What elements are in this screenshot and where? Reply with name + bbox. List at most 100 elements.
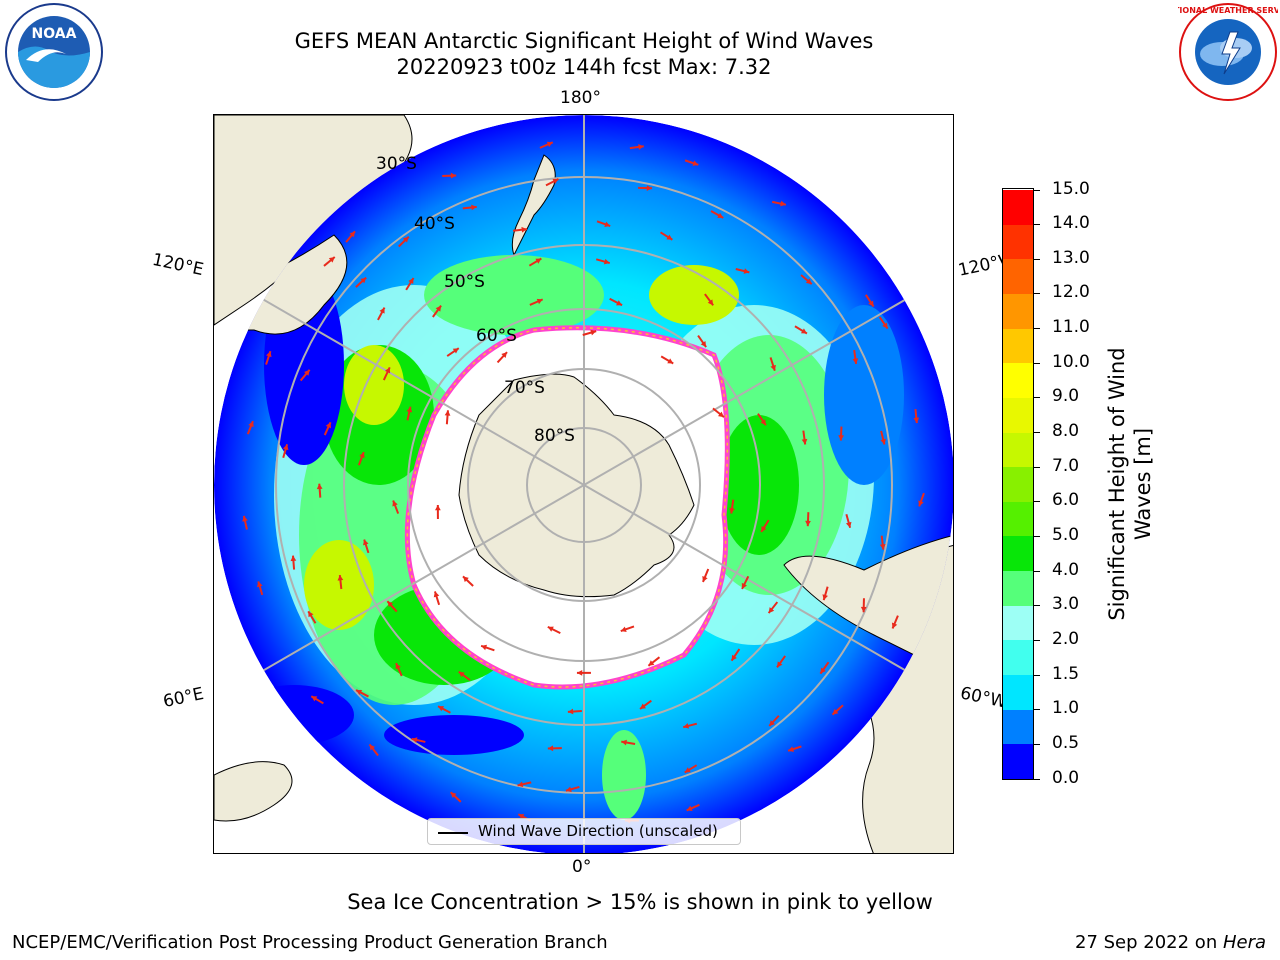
colorbar-segment <box>1003 189 1033 225</box>
colorbar-tick-label: 10.0 <box>1052 351 1090 372</box>
colorbar-segment <box>1003 570 1033 606</box>
wind-wave-arrowhead <box>832 708 839 715</box>
colorbar-segment <box>1003 432 1033 468</box>
wind-wave-arrowhead <box>308 611 314 618</box>
wind-wave-arrowhead <box>501 352 508 358</box>
wind-wave-arrowhead <box>546 141 553 148</box>
lon-label-120e: 120°E <box>150 249 206 281</box>
wind-wave-arrowhead <box>717 411 724 418</box>
colorbar-tick-mark <box>1034 639 1040 641</box>
wind-wave-arrowhead <box>788 746 795 752</box>
wind-wave-arrowhead <box>805 520 811 527</box>
lat-label-70s: 70°S <box>504 378 545 398</box>
wind-wave-arrowhead <box>411 737 418 743</box>
wind-wave-arrowhead <box>282 444 289 451</box>
colorbar-tick-mark <box>1034 709 1040 711</box>
footer-date-text: 27 Sep 2022 on <box>1075 932 1223 953</box>
colorbar-segment <box>1003 466 1033 502</box>
wind-wave-arrowhead <box>731 654 737 661</box>
colorbar-tick-mark <box>1034 501 1040 503</box>
wind-wave-arrowhead <box>434 505 441 511</box>
wind-wave-arrowhead <box>395 663 401 670</box>
colorbar-tick-mark <box>1034 466 1040 468</box>
wind-wave-arrowhead <box>845 521 852 528</box>
footer-host: Hera <box>1222 932 1266 953</box>
wind-wave-arrowhead <box>683 723 690 729</box>
wind-wave-arrowhead <box>913 417 920 424</box>
colorbar-tick-mark <box>1034 535 1040 537</box>
wind-wave-arrowhead <box>387 601 394 608</box>
wind-wave-arrowhead <box>918 500 924 507</box>
wind-wave-arrowhead <box>686 805 693 811</box>
colorbar-tick-mark <box>1034 570 1040 572</box>
wind-wave-arrowhead <box>852 358 859 364</box>
lat-label-40s: 40°S <box>414 214 455 234</box>
colorbar-tick-mark <box>1034 258 1040 260</box>
nws-logo-text: NATIONAL WEATHER SERVICE <box>1178 6 1278 15</box>
colorbar-tick-label: 0.0 <box>1052 767 1080 788</box>
colorbar-segment <box>1003 397 1033 433</box>
colorbar-tick-label: 12.0 <box>1052 282 1090 303</box>
wind-wave-arrowhead <box>891 622 898 629</box>
colorbar-segment <box>1003 224 1033 260</box>
lon-label-60w: 60°W <box>958 683 1009 713</box>
legend-line-swatch <box>438 832 468 834</box>
wind-wave-arrowhead <box>311 696 318 702</box>
wind-wave-arrowhead <box>521 226 527 233</box>
wind-wave-arrowhead <box>879 544 886 550</box>
colorbar-tick-label: 3.0 <box>1052 594 1080 615</box>
wind-wave-arrowhead <box>838 435 844 441</box>
wind-wave-arrowhead <box>684 767 691 773</box>
wind-wave-arrowhead <box>471 204 477 211</box>
colorbar-segment <box>1003 328 1033 364</box>
wind-wave-arrowhead <box>349 231 356 238</box>
wind-wave-arrowhead <box>248 421 254 428</box>
wind-wave-arrowhead <box>780 200 786 207</box>
colorbar-tick-mark <box>1034 674 1040 676</box>
wind-wave-arrowhead <box>435 305 442 312</box>
wind-wave-arrowhead <box>761 525 767 532</box>
wind-wave-arrowhead <box>770 364 776 371</box>
wind-wave-arrowhead <box>822 594 828 601</box>
colorbar-segment <box>1003 674 1033 710</box>
legend-label: Wind Wave Direction (unscaled) <box>478 822 718 840</box>
wind-wave-arrowhead <box>882 322 888 329</box>
colorbar-tick-label: 6.0 <box>1052 490 1080 511</box>
wind-wave-arrowhead <box>325 422 331 429</box>
wind-wave-arrowhead <box>369 744 376 751</box>
wind-wave-arrowhead <box>800 328 807 334</box>
colorbar-tick-mark <box>1034 189 1040 191</box>
map-legend: Wind Wave Direction (unscaled) <box>427 818 741 845</box>
colorbar-label: Significant Height of Wind Waves [m] <box>1105 347 1155 621</box>
wind-wave-arrowhead <box>565 786 572 793</box>
lon-label-0: 0° <box>572 857 592 877</box>
wind-wave-arrowhead <box>450 792 457 798</box>
wind-wave-arrowhead <box>438 706 445 712</box>
wind-wave-arrowhead <box>702 575 708 582</box>
lat-label-30s: 30°S <box>376 154 417 174</box>
colorbar-segment <box>1003 535 1033 572</box>
wind-wave-arrowhead <box>379 307 385 314</box>
footer-date: 27 Sep 2022 on Hera <box>1075 932 1266 953</box>
wind-wave-arrowhead <box>547 626 554 632</box>
colorbar-tick-label: 1.0 <box>1052 698 1080 719</box>
wind-wave-arrowhead <box>517 781 524 788</box>
colorbar-tick-mark <box>1034 432 1040 434</box>
wind-wave-arrowhead <box>356 689 363 696</box>
colorbar-tick-label: 9.0 <box>1052 386 1080 407</box>
wind-wave-arrowhead <box>769 720 775 726</box>
wind-wave-arrowhead <box>805 278 812 285</box>
wind-wave-arrowhead <box>820 667 826 674</box>
wind-wave-arrowhead <box>450 172 457 179</box>
graticule <box>214 115 953 853</box>
colorbar-tick-mark <box>1034 605 1040 607</box>
wind-wave-arrowhead <box>444 410 451 416</box>
wind-wave-arrowhead <box>880 438 887 445</box>
polar-map[interactable]: 30°S 40°S 50°S 60°S 70°S 80°S <box>214 115 954 854</box>
colorbar-segment <box>1003 293 1033 329</box>
wind-wave-arrowhead <box>700 341 707 348</box>
wind-wave-arrowhead <box>777 661 783 668</box>
wind-wave-arrowhead <box>646 185 653 191</box>
wind-wave-arrowhead <box>518 814 525 820</box>
wind-wave-arrowhead <box>360 277 367 284</box>
